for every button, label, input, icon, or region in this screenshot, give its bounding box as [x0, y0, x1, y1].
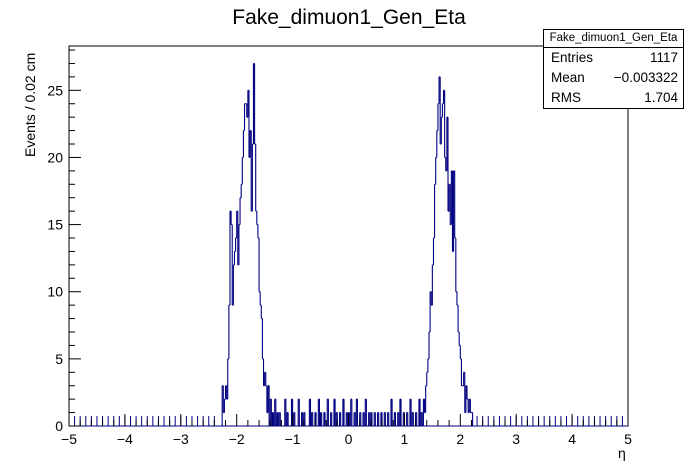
x-tick-label: −3 [173, 431, 189, 447]
x-tick-label: −5 [61, 431, 77, 447]
stats-row-mean: Mean −0.003322 [544, 68, 683, 88]
stats-row-rms: RMS 1.704 [544, 88, 683, 108]
x-tick-label: 2 [456, 431, 464, 447]
stats-box: Fake_dimuon1_Gen_Eta Entries 1117 Mean −… [543, 29, 684, 109]
stats-label: Entries [551, 50, 594, 65]
stats-label: RMS [551, 90, 581, 105]
x-tick-label: −4 [117, 431, 133, 447]
x-tick-label: −2 [229, 431, 245, 447]
y-tick-label: 25 [47, 82, 63, 98]
stats-value: 1.704 [644, 90, 678, 105]
y-tick-label: 20 [47, 149, 63, 165]
x-tick-label: 4 [568, 431, 576, 447]
stats-value: −0.003322 [613, 70, 678, 85]
x-tick-label: 0 [345, 431, 353, 447]
x-tick-label: −1 [285, 431, 301, 447]
stats-box-title: Fake_dimuon1_Gen_Eta [544, 30, 683, 48]
x-tick-label: 1 [401, 431, 409, 447]
histogram-series [68, 62, 628, 427]
y-tick-label: 10 [47, 284, 63, 300]
stats-label: Mean [551, 70, 585, 85]
y-tick-label: 0 [55, 418, 63, 434]
x-axis-label: η [618, 445, 626, 461]
y-tick-label: 5 [55, 351, 63, 367]
stats-row-entries: Entries 1117 [544, 48, 683, 68]
x-tick-label: 5 [624, 431, 632, 447]
y-tick-label: 15 [47, 217, 63, 233]
chart-title: Fake_dimuon1_Gen_Eta [232, 6, 466, 29]
x-axis-ticks: −5 −4 −3 −2 −1 0 1 2 3 4 5 [61, 414, 632, 447]
y-axis-ticks: 0 5 10 15 20 25 [47, 49, 81, 434]
stats-value: 1117 [649, 50, 678, 65]
x-tick-label: 3 [512, 431, 520, 447]
y-axis-label: Events / 0.02 cm [22, 52, 38, 157]
